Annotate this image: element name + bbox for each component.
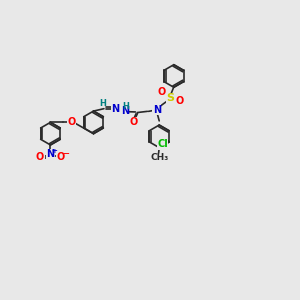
Text: N: N — [153, 105, 161, 115]
Text: O: O — [67, 117, 75, 128]
Text: O: O — [158, 87, 166, 97]
Text: N: N — [121, 106, 129, 116]
Text: O: O — [130, 117, 138, 127]
Text: −: − — [62, 149, 69, 158]
Text: O: O — [175, 96, 183, 106]
Text: O: O — [57, 152, 65, 162]
Text: S: S — [166, 93, 174, 103]
Text: H: H — [122, 102, 129, 111]
Text: N: N — [46, 149, 55, 160]
Text: N: N — [111, 104, 119, 114]
Text: Cl: Cl — [157, 140, 168, 149]
Text: H: H — [99, 99, 106, 108]
Text: +: + — [51, 148, 57, 154]
Text: CH₃: CH₃ — [150, 153, 168, 162]
Text: O: O — [36, 152, 44, 162]
